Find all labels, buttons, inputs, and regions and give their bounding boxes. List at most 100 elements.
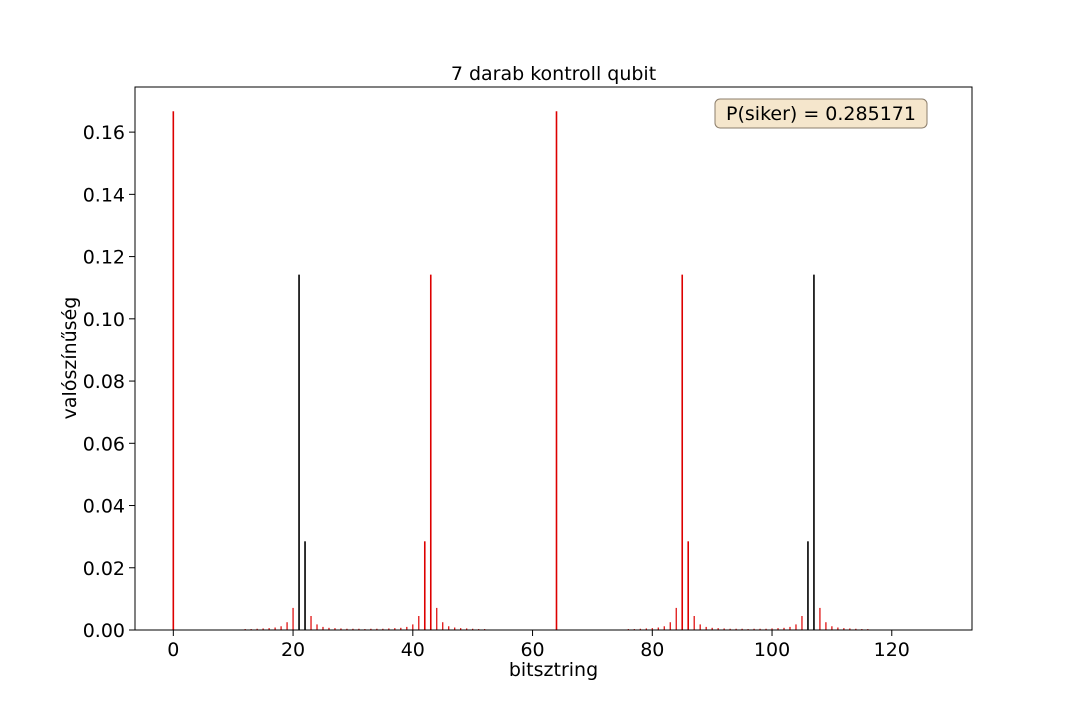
x-tick-label: 100 (754, 639, 790, 661)
bar (795, 624, 797, 630)
bar (172, 111, 175, 631)
bar (346, 628, 348, 630)
x-axis-label: bitsztring (509, 659, 598, 681)
bar (316, 624, 318, 630)
bar (699, 624, 701, 630)
bar (370, 628, 372, 630)
bar (669, 622, 671, 630)
bar (262, 628, 264, 630)
bar (735, 628, 737, 630)
bar (657, 627, 659, 630)
bar (645, 628, 647, 630)
y-tick-label: 0.08 (83, 371, 125, 393)
bar (442, 622, 444, 630)
y-tick-label: 0.04 (83, 496, 125, 518)
bar (687, 541, 690, 630)
bar (705, 626, 707, 630)
bar (729, 628, 731, 630)
y-tick-label: 0.14 (83, 184, 125, 206)
bar (777, 628, 779, 630)
bar (268, 628, 270, 630)
bar (843, 628, 845, 630)
bar (388, 628, 390, 630)
x-tick-label: 20 (281, 639, 305, 661)
bar (663, 626, 665, 630)
bar (789, 626, 791, 630)
bar (310, 615, 312, 630)
bar (472, 628, 474, 630)
x-axis: 0 20 40 60 80 100 120 (167, 630, 910, 661)
bar (328, 627, 330, 630)
bar (423, 541, 426, 630)
bar (813, 274, 815, 630)
bar (759, 628, 761, 630)
bar (382, 628, 384, 630)
bar (298, 274, 300, 630)
bar (429, 274, 432, 630)
bar (286, 622, 288, 630)
y-tick-label: 0.16 (83, 122, 125, 144)
bar (256, 628, 258, 630)
bar (849, 628, 851, 630)
x-tick-label: 80 (640, 639, 664, 661)
bar (741, 628, 743, 630)
x-tick-label: 120 (874, 639, 910, 661)
bar (334, 628, 336, 630)
bar (765, 628, 767, 630)
bar (783, 627, 785, 630)
x-tick-label: 0 (167, 639, 179, 661)
bar (693, 615, 695, 630)
bar (801, 615, 803, 630)
bar (825, 622, 827, 630)
bar (711, 627, 713, 630)
y-tick-label: 0.02 (83, 558, 125, 580)
bar (292, 607, 294, 630)
bar (448, 626, 450, 630)
bar (753, 628, 755, 630)
bar (400, 627, 402, 630)
bar (352, 628, 354, 630)
bar (280, 626, 282, 630)
bar (819, 607, 821, 630)
y-tick-label: 0.12 (83, 247, 125, 269)
bar (376, 628, 378, 630)
bar (406, 626, 408, 630)
bar (274, 627, 276, 630)
bar (723, 628, 725, 630)
bar (717, 628, 719, 630)
bar (855, 628, 857, 630)
bar (412, 624, 414, 630)
bar (831, 626, 833, 630)
bar (466, 628, 468, 630)
bar (675, 607, 677, 630)
annotation-box: P(siker) = 0.285171 (714, 98, 928, 129)
bar (807, 541, 809, 630)
bar (651, 628, 653, 630)
bar (436, 607, 438, 630)
annotation-text: P(siker) = 0.285171 (726, 103, 916, 125)
bar (358, 628, 360, 630)
bar (771, 628, 773, 630)
bar (394, 628, 396, 630)
bar (454, 627, 456, 630)
bar (837, 627, 839, 630)
bar (460, 628, 462, 630)
x-tick-label: 60 (520, 639, 544, 661)
chart-title: 7 darab kontroll qubit (451, 63, 656, 85)
bars (172, 111, 869, 631)
y-axis-label: valószínűség (59, 297, 81, 420)
y-tick-label: 0.10 (83, 309, 125, 331)
y-axis: 0.00 0.02 0.04 0.06 0.08 0.10 0.12 0.14 0.16 (83, 122, 135, 642)
x-tick-label: 40 (401, 639, 425, 661)
y-tick-label: 0.06 (83, 433, 125, 455)
y-tick-label: 0.00 (83, 620, 125, 642)
bar (304, 541, 306, 630)
bar (418, 615, 420, 630)
bar (322, 626, 324, 630)
plot-frame (134, 86, 973, 631)
annotation-background (714, 98, 928, 129)
bar (639, 628, 641, 630)
bar (681, 274, 684, 630)
bar (340, 628, 342, 630)
